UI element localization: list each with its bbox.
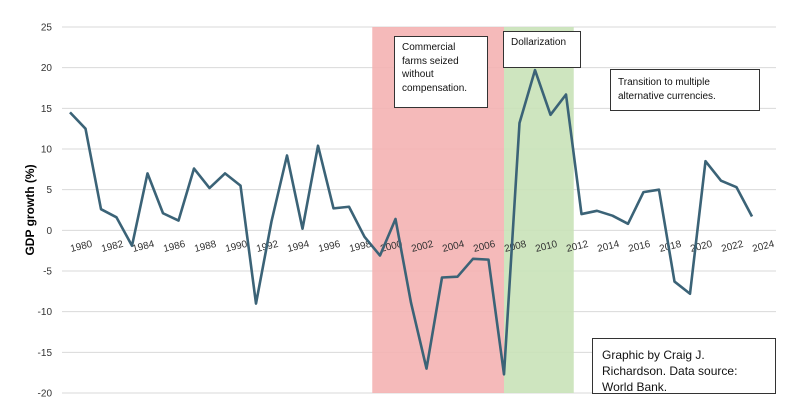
x-tick-label: 2004 (441, 239, 466, 255)
y-tick-label: -5 (43, 267, 52, 278)
y-tick-label: 5 (46, 185, 52, 196)
x-tick-label: 2020 (689, 239, 714, 255)
x-tick-label: 1984 (131, 239, 156, 255)
annotation: Commercial farms seized without compensa… (394, 36, 488, 108)
annotation: Dollarization (503, 31, 581, 68)
x-tick-label: 2008 (503, 239, 528, 255)
annotation: Transition to multiple alternative curre… (610, 69, 760, 111)
x-tick-label: 2002 (410, 239, 435, 255)
x-tick-label: 1990 (224, 239, 249, 255)
y-tick-label: -20 (38, 389, 53, 400)
x-tick-label: 2016 (627, 239, 652, 255)
x-tick-label: 1980 (69, 239, 94, 255)
y-tick-label: 10 (41, 145, 53, 156)
x-tick-label: 2022 (720, 239, 745, 255)
x-tick-label: 1996 (317, 239, 342, 255)
y-tick-label: 15 (41, 104, 53, 115)
x-tick-label: 2006 (472, 239, 497, 255)
y-tick-label: 20 (41, 63, 53, 74)
y-tick-label: 25 (41, 23, 53, 34)
x-tick-label: 2018 (658, 239, 683, 255)
y-tick-label: -15 (38, 348, 53, 359)
annotation: Graphic by Craig J. Richardson. Data sou… (592, 338, 776, 394)
y-tick-label: 0 (46, 226, 52, 237)
data-line (69, 68, 754, 376)
x-tick-label: 1994 (286, 239, 311, 255)
x-tick-label: 2012 (565, 239, 590, 255)
x-tick-label: 1988 (193, 239, 218, 255)
x-tick-label: 2014 (596, 239, 621, 255)
x-tick-label: 2024 (751, 239, 776, 255)
y-tick-label: -10 (38, 307, 53, 318)
x-tick-label: 1998 (348, 239, 373, 255)
x-tick-label: 1982 (100, 239, 125, 255)
x-tick-label: 1986 (162, 239, 187, 255)
y-axis-label: GDP growth (%) (23, 164, 37, 255)
highlight-span (504, 27, 574, 393)
x-tick-label: 2010 (534, 239, 559, 255)
